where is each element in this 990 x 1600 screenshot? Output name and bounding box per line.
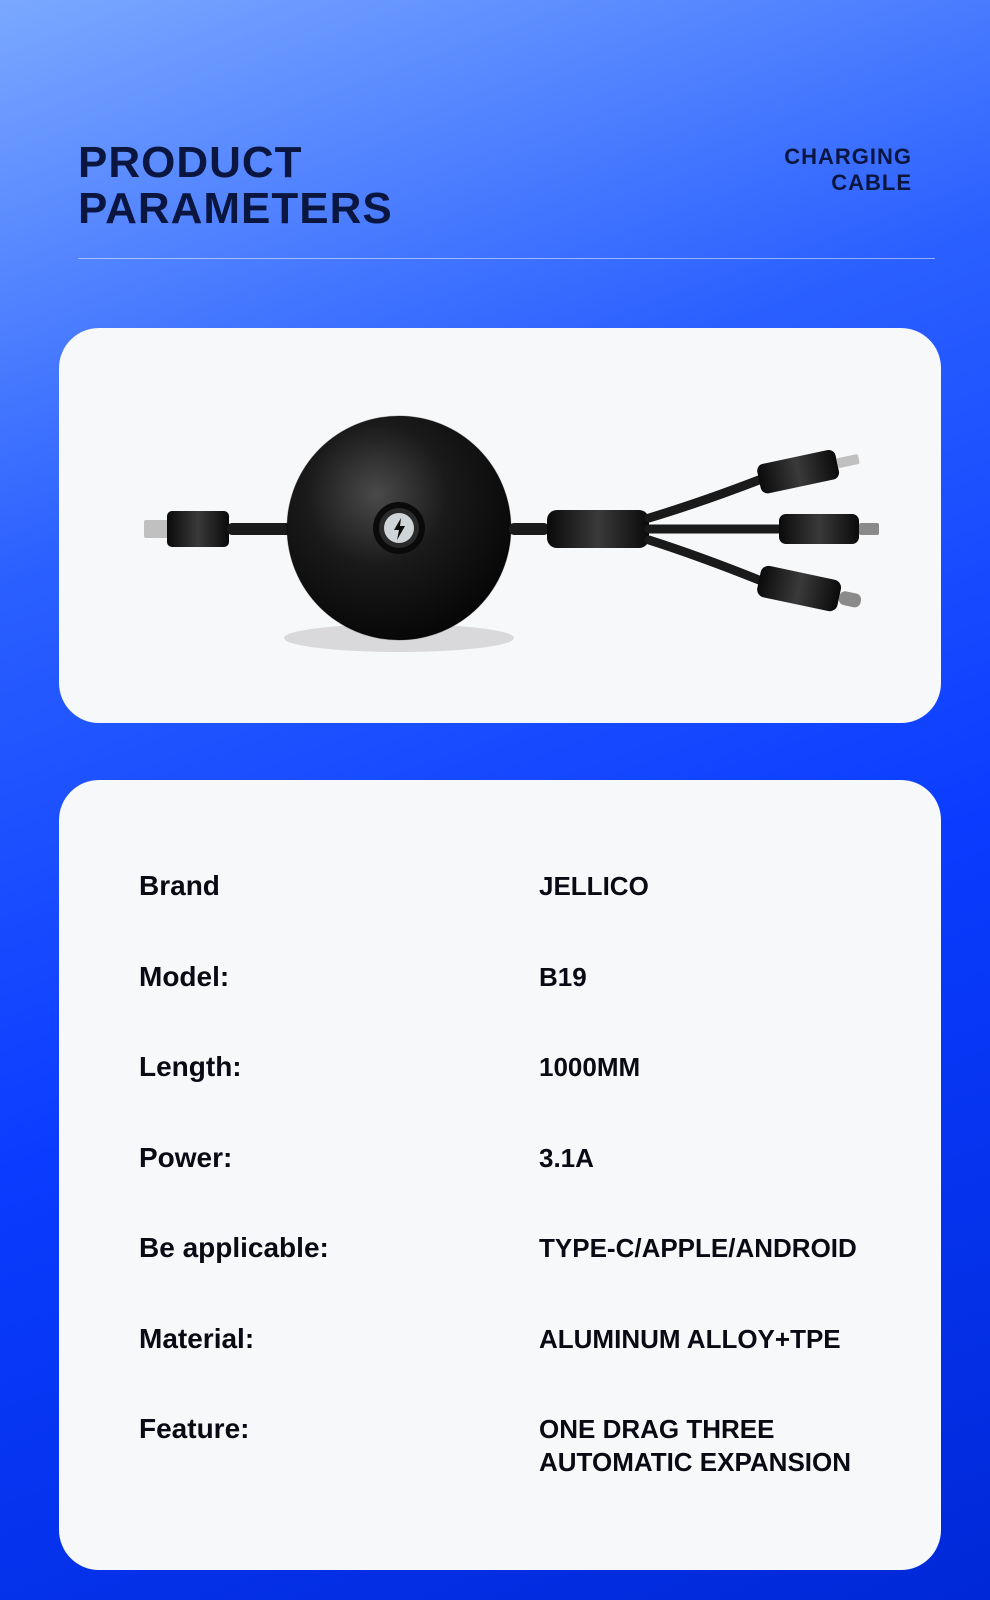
spec-value: JELLICO <box>539 870 861 903</box>
spec-row: BrandJELLICO <box>139 870 861 903</box>
title-line-2: PARAMETERS <box>78 186 393 232</box>
spec-value: B19 <box>539 961 861 994</box>
subtitle-line-1: CHARGING <box>784 144 912 170</box>
spec-label: Length: <box>139 1051 539 1084</box>
spec-row: Length:1000MM <box>139 1051 861 1084</box>
spec-value: 3.1A <box>539 1142 861 1175</box>
spec-value: ALUMINUM ALLOY+TPE <box>539 1323 861 1356</box>
spec-label: Feature: <box>139 1413 539 1478</box>
title-line-1: PRODUCT <box>78 140 393 186</box>
spec-label: Model: <box>139 961 539 994</box>
header: PRODUCT PARAMETERS CHARGING CABLE <box>78 140 912 232</box>
spec-row: Be applicable:TYPE-C/APPLE/ANDROID <box>139 1232 861 1265</box>
spec-value: 1000MM <box>539 1051 861 1084</box>
spec-row: Power:3.1A <box>139 1142 861 1175</box>
spec-value: ONE DRAG THREE AUTOMATIC EXPANSION <box>539 1413 861 1478</box>
spec-row: Feature:ONE DRAG THREE AUTOMATIC EXPANSI… <box>139 1413 861 1478</box>
product-image-card <box>59 328 941 723</box>
spec-row: Material:ALUMINUM ALLOY+TPE <box>139 1323 861 1356</box>
subtitle-line-2: CABLE <box>784 170 912 196</box>
spec-label: Be applicable: <box>139 1232 539 1265</box>
header-divider <box>78 258 935 259</box>
spec-card: BrandJELLICO Model:B19 Length:1000MM Power:… <box>59 780 941 1570</box>
page-title: PRODUCT PARAMETERS <box>78 140 393 232</box>
spec-row: Model:B19 <box>139 961 861 994</box>
spec-label: Brand <box>139 870 539 903</box>
spec-value: TYPE-C/APPLE/ANDROID <box>539 1232 861 1265</box>
page-subtitle: CHARGING CABLE <box>784 144 912 197</box>
spec-label: Material: <box>139 1323 539 1356</box>
spec-label: Power: <box>139 1142 539 1175</box>
cable-illustration <box>59 328 941 723</box>
